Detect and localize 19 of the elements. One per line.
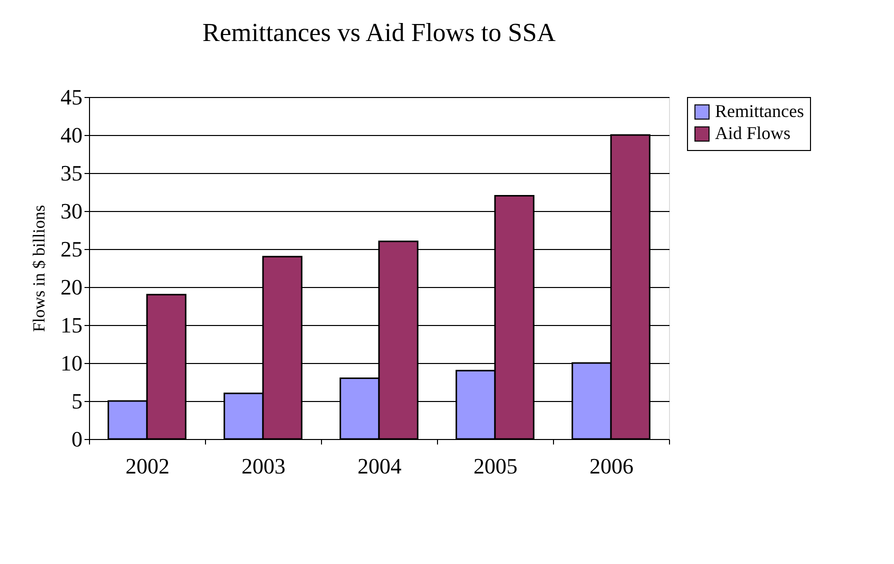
chart-title: Remittances vs Aid Flows to SSA — [202, 18, 556, 47]
y-tick-label: 35 — [60, 160, 82, 186]
y-tick-label: 0 — [72, 426, 82, 452]
legend-label: Remittances — [715, 101, 804, 121]
x-tick-label: 2005 — [474, 454, 518, 478]
x-tick-label: 2004 — [358, 454, 402, 478]
y-tick-label: 45 — [60, 84, 82, 110]
legend-label: Aid Flows — [715, 123, 791, 143]
y-tick-label: 10 — [60, 350, 82, 376]
y-tick-label: 30 — [60, 198, 82, 224]
x-tick-label: 2002 — [126, 454, 170, 478]
x-tick-label: 2003 — [242, 454, 286, 478]
y-tick-label: 15 — [60, 312, 82, 338]
y-tick-label: 25 — [60, 236, 82, 262]
y-tick-label: 5 — [72, 388, 82, 414]
y-axis-title: Flows in $ billions — [30, 204, 48, 332]
x-tick-label: 2006 — [590, 454, 634, 478]
y-tick-label: 40 — [60, 122, 82, 148]
y-tick-label: 20 — [60, 274, 82, 300]
